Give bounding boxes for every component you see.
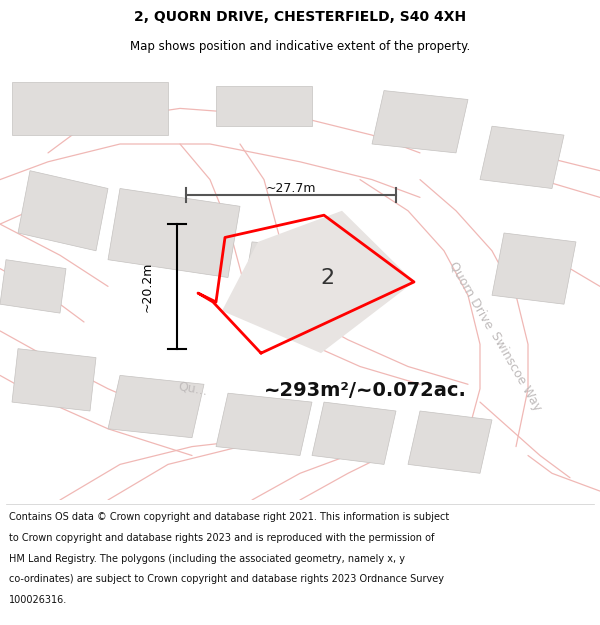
- Text: 2: 2: [320, 268, 334, 288]
- Polygon shape: [312, 402, 396, 464]
- Polygon shape: [408, 411, 492, 473]
- Text: Map shows position and indicative extent of the property.: Map shows position and indicative extent…: [130, 39, 470, 52]
- Text: 2, QUORN DRIVE, CHESTERFIELD, S40 4XH: 2, QUORN DRIVE, CHESTERFIELD, S40 4XH: [134, 10, 466, 24]
- Text: Qu...: Qu...: [177, 380, 209, 398]
- Text: 100026316.: 100026316.: [9, 595, 67, 605]
- Text: ~293m²/~0.072ac.: ~293m²/~0.072ac.: [264, 381, 467, 401]
- Text: Swinscoe Way: Swinscoe Way: [488, 329, 544, 413]
- Text: co-ordinates) are subject to Crown copyright and database rights 2023 Ordnance S: co-ordinates) are subject to Crown copyr…: [9, 574, 444, 584]
- Polygon shape: [492, 233, 576, 304]
- Polygon shape: [108, 189, 240, 278]
- Text: to Crown copyright and database rights 2023 and is reproduced with the permissio: to Crown copyright and database rights 2…: [9, 533, 434, 543]
- Text: Contains OS data © Crown copyright and database right 2021. This information is : Contains OS data © Crown copyright and d…: [9, 512, 449, 522]
- Polygon shape: [108, 376, 204, 438]
- Polygon shape: [12, 82, 168, 135]
- Text: ~27.7m: ~27.7m: [266, 182, 316, 195]
- Polygon shape: [240, 242, 360, 322]
- Text: Quorn Drive: Quorn Drive: [446, 259, 496, 331]
- Polygon shape: [216, 393, 312, 456]
- Polygon shape: [222, 211, 414, 353]
- Text: HM Land Registry. The polygons (including the associated geometry, namely x, y: HM Land Registry. The polygons (includin…: [9, 554, 405, 564]
- Polygon shape: [216, 86, 312, 126]
- Polygon shape: [372, 91, 468, 153]
- Polygon shape: [18, 171, 108, 251]
- Polygon shape: [0, 260, 66, 313]
- Text: ~20.2m: ~20.2m: [140, 261, 154, 312]
- Polygon shape: [12, 349, 96, 411]
- Polygon shape: [480, 126, 564, 189]
